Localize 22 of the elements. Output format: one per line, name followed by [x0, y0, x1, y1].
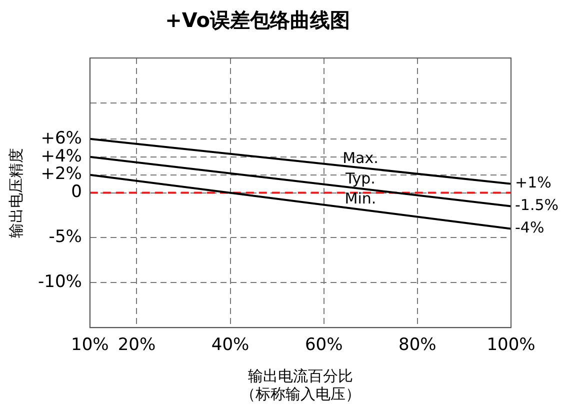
y-tick-label: +2%	[40, 164, 82, 184]
y-tick-label: +6%	[40, 128, 82, 148]
x-tick-label: 80%	[398, 335, 436, 356]
x-axis-title: 输出电流百分比	[248, 366, 353, 385]
series-label: Min.	[344, 190, 376, 208]
data-label: -4%	[515, 218, 544, 237]
y-tick-label: -10%	[38, 272, 82, 292]
y-tick-label: -5%	[48, 227, 82, 248]
y-tick-label: +4%	[40, 146, 82, 166]
chart-title: +Vo误差包络曲线图	[165, 8, 350, 32]
y-axis-title: 输出电压精度	[6, 148, 25, 238]
data-label: +1%	[515, 174, 552, 192]
x-tick-label: 40%	[211, 335, 250, 356]
text: （标称输入电压）	[240, 384, 360, 403]
y-tick-label: 0	[71, 182, 82, 202]
data-label: -1.5%	[515, 196, 559, 214]
x-tick-label: 20%	[118, 335, 156, 356]
x-tick-label: 60%	[304, 335, 343, 356]
x-tick-label: 100%	[486, 335, 536, 356]
series-label: Max.	[342, 149, 378, 168]
series-label: Typ.	[344, 169, 376, 188]
x-tick-label: 10%	[71, 335, 109, 356]
